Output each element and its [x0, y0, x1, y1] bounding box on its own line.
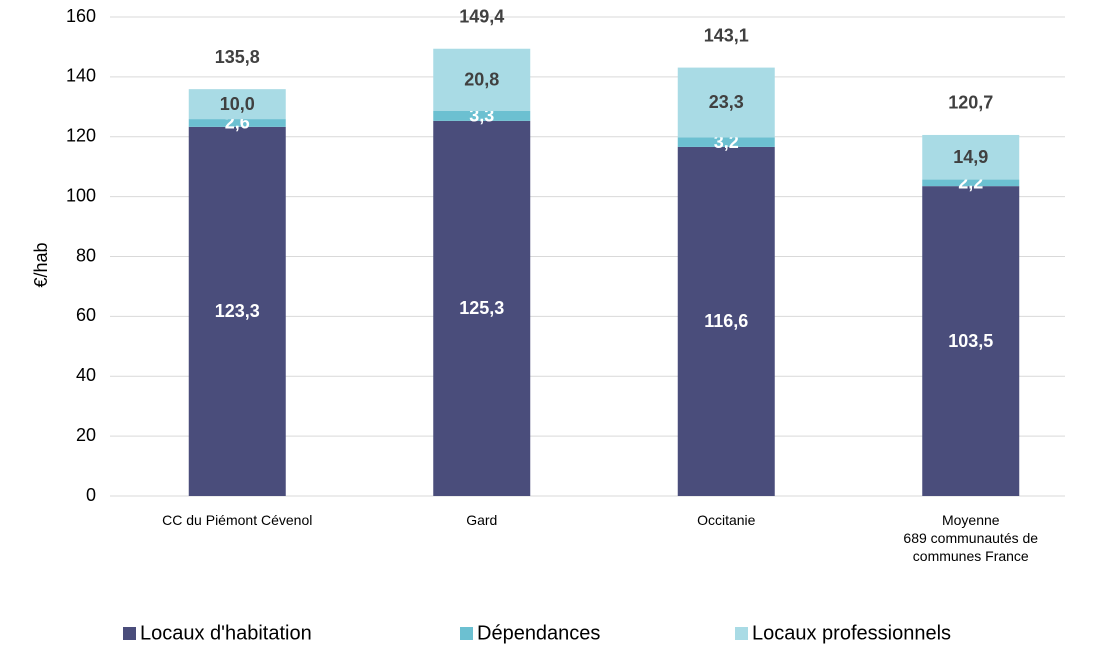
y-tick-label: 0: [86, 485, 96, 505]
legend-label: Dépendances: [477, 622, 600, 644]
y-tick-label: 100: [66, 185, 96, 205]
value-label: 123,3: [215, 301, 260, 321]
y-tick-label: 160: [66, 6, 96, 26]
bar-segment: [677, 67, 775, 138]
value-label: 10,0: [220, 94, 255, 114]
y-tick-label: 40: [76, 365, 96, 385]
x-tick-label: Occitanie: [697, 512, 756, 528]
bar-segment: [922, 179, 1020, 187]
legend-swatch: [460, 627, 473, 640]
value-label: 116,6: [704, 311, 748, 331]
bar-segment: [922, 186, 1020, 496]
value-label: 14,9: [953, 147, 988, 167]
x-tick-label: Gard: [466, 512, 497, 528]
legend-label: Locaux d'habitation: [140, 622, 312, 644]
bar-segment: [188, 89, 286, 120]
legend-label: Locaux professionnels: [752, 622, 951, 644]
value-label: 103,5: [948, 331, 993, 351]
x-tick-label: Moyenne 689 communautés de communes France: [903, 512, 1038, 564]
bar-segment: [922, 134, 1020, 180]
y-tick-label: 120: [66, 126, 96, 146]
total-label: 149,4: [459, 6, 504, 26]
total-label: 135,8: [215, 47, 260, 67]
value-label: 125,3: [459, 298, 504, 318]
y-tick-label: 60: [76, 305, 96, 325]
y-axis-label: €/hab: [31, 242, 51, 287]
bar-segment: [433, 120, 531, 497]
legend-swatch: [735, 627, 748, 640]
y-tick-label: 20: [76, 425, 96, 445]
bar-segment: [188, 119, 286, 127]
value-label: 20,8: [464, 70, 499, 90]
y-tick-label: 80: [76, 245, 96, 265]
legend-swatch: [123, 627, 136, 640]
bar-segment: [677, 137, 775, 147]
bar-segment: [433, 48, 531, 112]
bar-segment: [188, 126, 286, 496]
total-label: 143,1: [704, 25, 749, 45]
x-tick-label: CC du Piémont Cévenol: [162, 512, 312, 528]
y-tick-label: 140: [66, 66, 96, 86]
total-label: 120,7: [948, 92, 993, 112]
bar-segment: [677, 146, 775, 496]
value-label: 23,3: [709, 92, 744, 112]
bar-segment: [433, 111, 531, 121]
